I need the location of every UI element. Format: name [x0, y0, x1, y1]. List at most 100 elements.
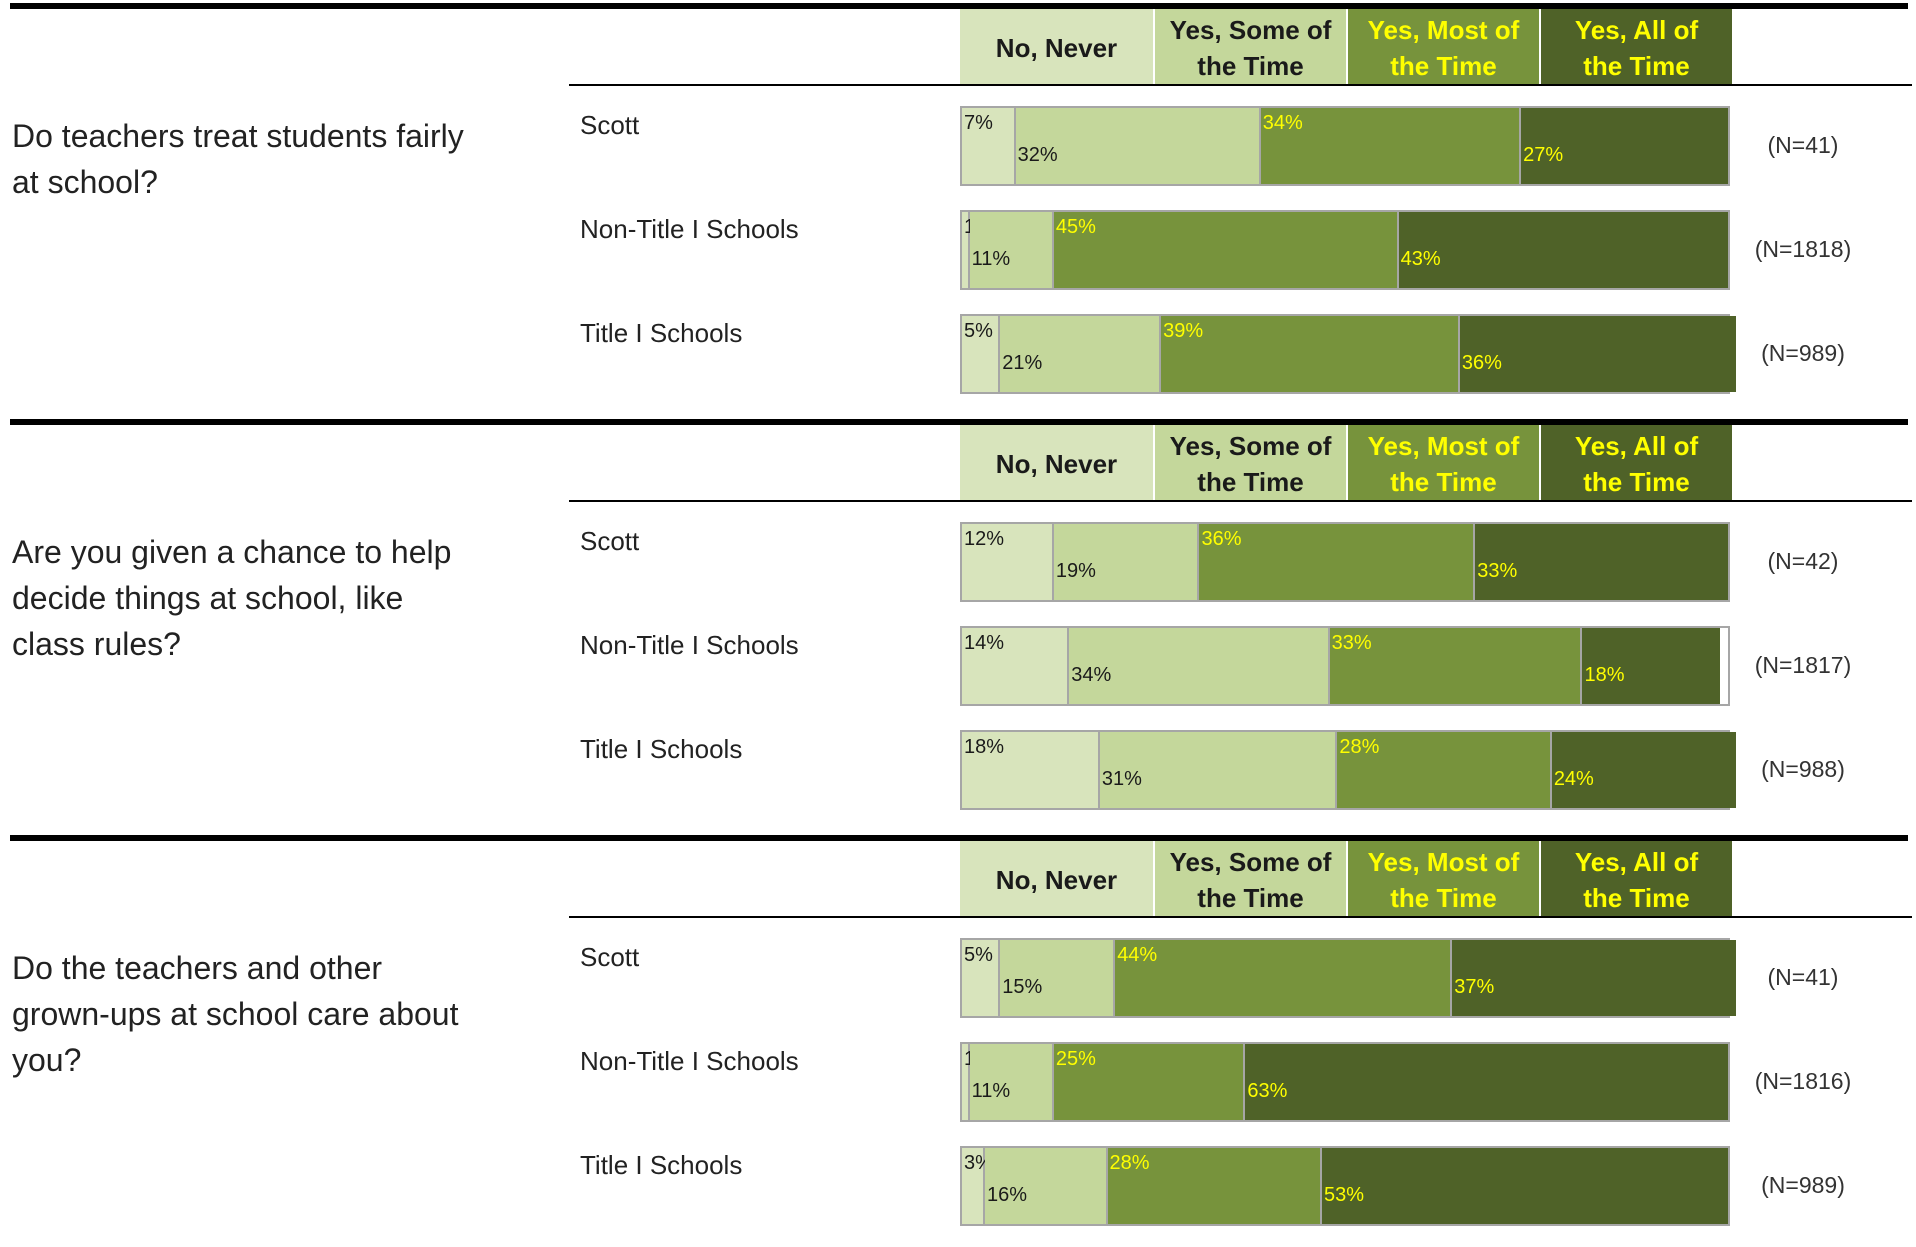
bar-segment	[962, 1148, 985, 1224]
stacked-bar: 1%11%45%43%	[960, 210, 1730, 290]
bar-segment	[1053, 1044, 1246, 1120]
data-label: 63%	[1247, 1080, 1288, 1102]
column-header: Yes, All of the Time	[1539, 841, 1732, 918]
bar-segment	[1053, 212, 1399, 288]
data-label: 36%	[1461, 352, 1502, 374]
sample-size: (N=989)	[1761, 340, 1845, 366]
column-header-text: No, Never	[996, 862, 1117, 898]
column-header: No, Never	[960, 425, 1153, 502]
data-label: 11%	[971, 1080, 1011, 1102]
data-label: 32%	[1017, 144, 1058, 166]
sample-size: (N=41)	[1767, 132, 1839, 158]
group-label: Title I Schools	[580, 318, 743, 348]
data-label: 14%	[964, 632, 1005, 654]
column-header: Yes, Some of the Time	[1153, 425, 1346, 502]
column-header-line: the Time	[1390, 882, 1497, 913]
bar-segment	[962, 732, 1100, 808]
sample-size: (N=1816)	[1754, 1068, 1852, 1094]
column-header-text: Yes, Most of the Time	[1368, 12, 1520, 84]
column-header-line: the Time	[1390, 466, 1497, 497]
data-label: 44%	[1117, 944, 1158, 966]
data-label: 28%	[1339, 736, 1380, 758]
column-header-line: the Time	[1197, 882, 1304, 913]
column-header-line: No, Never	[995, 448, 1118, 479]
bar-segment	[1107, 1148, 1322, 1224]
data-label: 33%	[1477, 560, 1518, 582]
question-text: Are you given a chance to help decide th…	[12, 534, 452, 662]
section-divider	[10, 835, 1908, 841]
bar-segment	[1161, 316, 1460, 392]
column-header-line: Yes, Some of	[1169, 846, 1332, 877]
bar-segment	[1260, 108, 1522, 184]
section-divider	[10, 3, 1908, 9]
data-label: 15%	[1002, 976, 1043, 998]
bar-segment	[1199, 524, 1476, 600]
column-header: Yes, Some of the Time	[1153, 9, 1346, 86]
stacked-bar: 5% 15% 44% 37%	[960, 938, 1736, 1018]
stacked-bar: 14% 34% 33% 18%	[960, 626, 1730, 706]
sample-size: (N=989)	[1761, 1172, 1845, 1198]
survey-chart: No, Never Yes, Some of the Time Yes, Most o…	[10, 3, 1912, 1226]
column-header: No, Never	[960, 9, 1153, 86]
bar-segment	[1069, 628, 1330, 704]
data-label: 21%	[1002, 352, 1043, 374]
bar-segment	[962, 108, 1016, 184]
group-label: Non-Title I Schools	[580, 630, 799, 660]
bar-segment	[1322, 1148, 1728, 1224]
data-label: 7%	[964, 112, 993, 134]
header-rule	[569, 84, 1912, 86]
bar-segment	[969, 1044, 1054, 1120]
bar-segment	[962, 940, 1001, 1016]
sample-size: (N=42)	[1767, 548, 1839, 574]
column-header-line: Yes, Most of	[1367, 430, 1520, 461]
column-header-line: the Time	[1583, 466, 1690, 497]
column-header-line: Yes, Most of	[1367, 14, 1520, 45]
header-rule	[569, 500, 1912, 502]
stacked-bar: 5% 21% 39% 36%	[960, 314, 1736, 394]
column-header-line: Yes, Some of	[1169, 430, 1332, 461]
header-rule	[569, 916, 1912, 918]
data-label: 28%	[1109, 1152, 1150, 1174]
stacked-bar: 1%11%25%63%	[960, 1042, 1730, 1122]
column-header-text: Yes, All of the Time	[1575, 12, 1698, 84]
sample-size: (N=1817)	[1754, 652, 1852, 678]
data-label: 27%	[1523, 144, 1564, 166]
column-header-line: the Time	[1390, 50, 1497, 81]
data-label: 43%	[1400, 248, 1441, 270]
sample-size: (N=988)	[1761, 756, 1845, 782]
bar-segment	[1521, 108, 1728, 184]
column-header-line: Yes, All of	[1574, 846, 1699, 877]
column-header-line: the Time	[1583, 882, 1690, 913]
column-header-text: Yes, Most of the Time	[1368, 428, 1520, 500]
bar-segment	[1053, 524, 1200, 600]
bar-segment	[962, 524, 1054, 600]
column-header-line: the Time	[1197, 50, 1304, 81]
data-label: 31%	[1101, 768, 1142, 790]
data-label: 11%	[971, 248, 1011, 270]
column-header: Yes, Most of the Time	[1346, 425, 1539, 502]
column-header-line: No, Never	[995, 32, 1118, 63]
data-label: 12%	[964, 528, 1005, 550]
bar-segment	[1398, 212, 1728, 288]
bar-segment	[1551, 732, 1736, 808]
column-header-text: Yes, Most of the Time	[1368, 844, 1520, 916]
column-header-text: No, Never	[996, 446, 1117, 482]
bar-segment	[1459, 316, 1736, 392]
bar-segment	[984, 1148, 1108, 1224]
bar-segment	[1000, 316, 1162, 392]
bar-segment	[1099, 732, 1338, 808]
data-label: 37%	[1454, 976, 1495, 998]
column-header-text: Yes, All of the Time	[1575, 844, 1698, 916]
data-label: 16%	[986, 1184, 1027, 1206]
stacked-bar: 7% 32% 34% 27%	[960, 106, 1730, 186]
question-section: No, Never Yes, Some of the Time Yes, Most o…	[0, 835, 1916, 1247]
column-header-line: Yes, Some of	[1169, 14, 1332, 45]
bar-segment	[1000, 940, 1116, 1016]
column-header-text: Yes, All of the Time	[1575, 428, 1698, 500]
column-header-line: Yes, All of	[1574, 430, 1699, 461]
data-label: 34%	[1071, 664, 1112, 686]
group-label: Title I Schools	[580, 1150, 743, 1180]
column-header: Yes, Most of the Time	[1346, 9, 1539, 86]
bar-segment	[962, 316, 1001, 392]
question-text: Do teachers treat students fairly at sch…	[12, 118, 464, 200]
